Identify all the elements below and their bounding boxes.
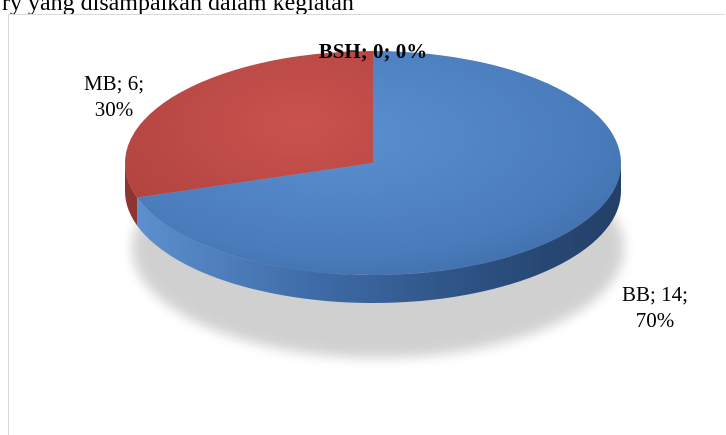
data-label-bsh: BSH; 0; 0% — [319, 39, 428, 63]
pie-slice-bb — [137, 51, 622, 276]
data-label-bb: BB; 14; 70% — [622, 282, 688, 332]
chart-frame — [8, 14, 725, 435]
pie-chart: BSH; 0; 0% BB; 14; 70% MB; 6; 30% — [84, 39, 688, 358]
clipped-header-text: ry yang disampaikan dalam kegiatan — [2, 0, 354, 16]
pie-side-walls — [125, 163, 621, 303]
pie-side-bb — [137, 163, 621, 303]
pie-data-labels: BSH; 0; 0% BB; 14; 70% MB; 6; 30% — [84, 39, 688, 332]
pie-slice-mb — [124, 51, 373, 198]
pie-top-faces — [124, 51, 622, 276]
pie-side-mb — [125, 163, 138, 226]
data-label-mb: MB; 6; 30% — [84, 71, 144, 121]
